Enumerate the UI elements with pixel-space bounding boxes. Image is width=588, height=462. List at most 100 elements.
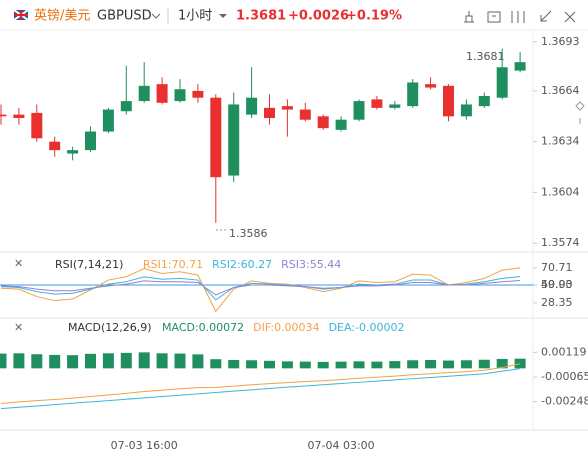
x-tick-label: 07-04 03:00 — [308, 439, 375, 452]
macd-bar — [67, 355, 79, 369]
macd-bar — [102, 353, 114, 369]
candle-body — [299, 109, 311, 120]
candle-body — [49, 141, 61, 151]
macd-bar — [389, 361, 401, 369]
macd-bar — [210, 359, 222, 369]
dropdown-icon[interactable] — [151, 13, 161, 19]
candle-body — [353, 101, 365, 120]
y-tick-label: 1.3604 — [541, 185, 580, 198]
legend-entry: MACD:0.00072 — [162, 321, 244, 334]
tool-icon[interactable] — [564, 11, 576, 23]
candle-body — [138, 85, 150, 102]
legend-entry: DEA:-0.00002 — [329, 321, 405, 334]
change-pct: +0.19% — [346, 9, 402, 24]
flag-cross-red — [14, 10, 28, 20]
macd-bar — [281, 361, 293, 369]
candle-body — [0, 114, 7, 117]
candle-body — [192, 90, 204, 98]
candle-body — [210, 97, 222, 178]
price: 1.3681 — [236, 9, 286, 24]
y-tick-label: 1.3574 — [541, 236, 580, 249]
y-tick-label: -0.00065 — [541, 370, 588, 383]
pair-name: 英镑/美元 — [34, 8, 90, 24]
side-icon[interactable] — [575, 101, 585, 124]
candle-body — [174, 89, 186, 102]
line-series — [0, 368, 521, 410]
candle-body — [407, 82, 419, 107]
line-series — [0, 276, 521, 301]
close-icon[interactable]: ✕ — [14, 321, 23, 334]
legend-entry: RSI2:60.27 — [212, 258, 272, 271]
candle-body — [371, 99, 383, 108]
tool-icon[interactable] — [487, 11, 501, 23]
macd-bar — [192, 354, 204, 369]
candle-body — [102, 109, 114, 132]
legend-entry: DIF:0.00034 — [253, 321, 319, 334]
candle-body — [335, 119, 347, 130]
macd-bar — [31, 354, 43, 369]
candle-body — [443, 85, 454, 117]
symbol[interactable]: GBPUSD — [97, 9, 152, 24]
candle-body — [460, 104, 472, 117]
y-tick-label: 49.93 — [541, 278, 573, 291]
close-icon[interactable]: ✕ — [14, 257, 23, 270]
macd-bar — [407, 360, 419, 369]
candle-body — [246, 97, 258, 115]
change: +0.0026 — [288, 9, 349, 24]
y-tick-label: 1.3634 — [541, 135, 580, 148]
macd-bar — [460, 360, 472, 369]
macd-bar — [246, 360, 258, 369]
interval[interactable]: 1小时 — [178, 9, 212, 24]
y-tick-label: 1.3693 — [541, 35, 580, 48]
macd-bar — [478, 359, 490, 369]
macd-bar — [174, 353, 186, 369]
x-tick-label: 07-03 16:00 — [111, 439, 178, 452]
rsi-title: RSI(7,14,21) — [55, 258, 123, 271]
legend-entry: RSI1:70.71 — [143, 258, 203, 271]
macd-bar — [138, 352, 150, 369]
candle-body — [120, 101, 132, 112]
tool-icon[interactable] — [511, 11, 525, 23]
y-tick-label: 28.35 — [541, 296, 573, 309]
macd-bar — [514, 358, 526, 369]
tool-icon[interactable] — [540, 10, 552, 22]
candle-body — [514, 62, 526, 71]
candle-body — [496, 67, 508, 98]
macd-bar — [0, 353, 7, 369]
macd-bar — [264, 360, 275, 369]
y-tick-label: -0.00248 — [541, 395, 588, 408]
macd-bar — [85, 353, 96, 369]
macd-bar — [353, 361, 365, 369]
candle-body — [389, 104, 401, 108]
candle-body — [31, 112, 43, 139]
interval-dropdown[interactable] — [219, 14, 227, 18]
tool-icon[interactable] — [464, 11, 474, 23]
macd-bar — [317, 361, 329, 369]
macd-bar — [335, 361, 347, 369]
macd-bar — [371, 361, 383, 369]
toolbar[interactable] — [464, 10, 576, 23]
candle-body — [13, 114, 25, 118]
y-tick-label: 70.71 — [541, 261, 573, 274]
candle-body — [85, 131, 96, 151]
candle-body — [281, 106, 293, 110]
candle-body — [156, 84, 168, 103]
candle-body — [317, 116, 329, 129]
candle-body — [67, 150, 79, 154]
y-tick-label: 0.00119 — [541, 345, 587, 358]
macd-bar — [496, 358, 508, 369]
macd-bar — [120, 352, 132, 369]
macd-bar — [443, 360, 454, 369]
line-series — [0, 280, 521, 296]
y-tick-label: 1.3664 — [541, 84, 580, 97]
candle-body — [478, 96, 490, 107]
macd-title: MACD(12,26,9) — [68, 321, 152, 334]
macd-bar — [425, 360, 437, 369]
legend-entry: RSI3:55.44 — [281, 258, 341, 271]
candle-body — [425, 84, 437, 88]
macd-bar — [156, 353, 168, 369]
macd-bar — [49, 354, 61, 369]
line-series — [0, 267, 521, 313]
low-price-label: 1.3586 — [229, 227, 268, 240]
